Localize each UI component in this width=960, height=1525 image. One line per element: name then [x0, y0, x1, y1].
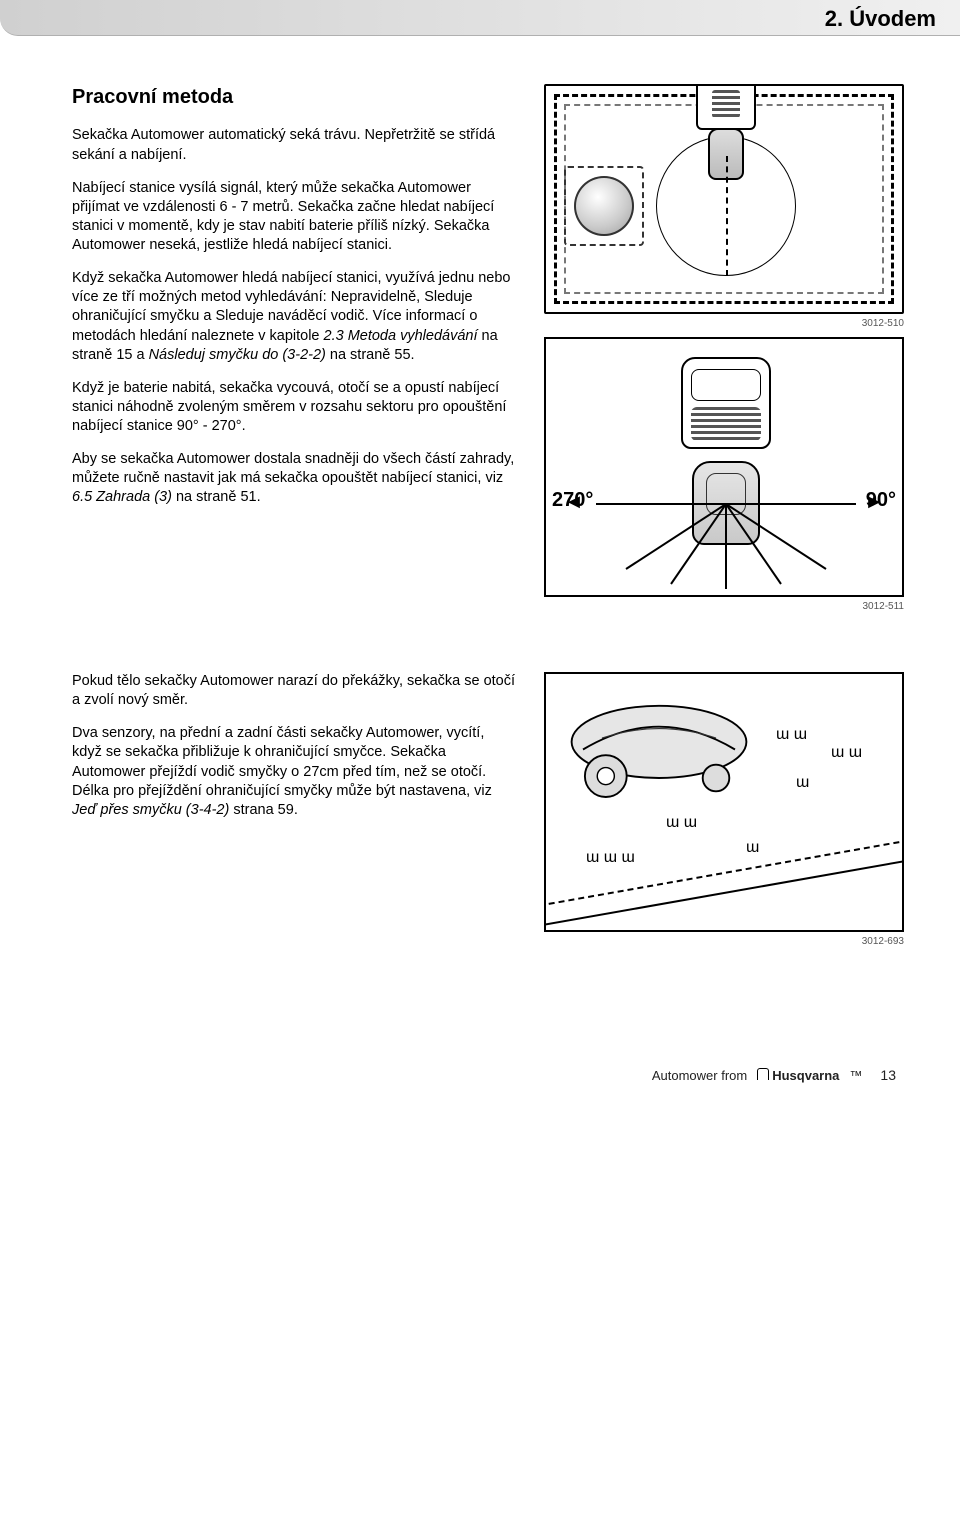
- figure-id: 3012-693: [544, 936, 904, 947]
- paragraph: Sekačka Automower automatický seká trávu…: [72, 126, 516, 164]
- paragraph: Dva senzory, na přední a zadní části sek…: [72, 724, 516, 820]
- paragraph: Když je baterie nabitá, sekačka vycouvá,…: [72, 379, 516, 436]
- page-number: 13: [880, 1067, 896, 1083]
- paragraph: Aby se sekačka Automower dostala snadněj…: [72, 450, 516, 507]
- text-column: Pracovní metoda Sekačka Automower automa…: [72, 84, 516, 612]
- exit-rays: [586, 454, 866, 594]
- trademark: ™: [849, 1068, 862, 1083]
- figure-boundary-crossing: ɯ ɯ ɯ ɯ ɯ ɯ ɯ ɯ ɯ ɯ ɯ 3012-693: [544, 672, 904, 947]
- paragraph: Pokud tělo sekačky Automower narazí do p…: [72, 672, 516, 710]
- figure-exit-angles: ◄ ► 270° 90° 3012-511: [544, 337, 904, 612]
- figure-column: ɯ ɯ ɯ ɯ ɯ ɯ ɯ ɯ ɯ ɯ ɯ 3012-693: [544, 672, 904, 947]
- angle-label-left: 270°: [552, 489, 593, 512]
- page-content: Pracovní metoda Sekačka Automower automa…: [0, 36, 960, 1107]
- figure-id: 3012-511: [544, 601, 904, 612]
- chapter-title: 2. Úvodem: [825, 6, 936, 32]
- chapter-header-band: 2. Úvodem: [0, 0, 960, 36]
- paragraph: Nabíjecí stanice vysílá signál, který mů…: [72, 179, 516, 256]
- footer-text: Automower from: [652, 1068, 747, 1083]
- text-column: Pokud tělo sekačky Automower narazí do p…: [72, 672, 516, 947]
- figure-id: 3012-510: [544, 318, 904, 329]
- page-footer: Automower from Husqvarna ™ 13: [72, 1067, 904, 1083]
- figure-garden-plan: 3012-510: [544, 84, 904, 329]
- mower-side-icon: [564, 692, 754, 807]
- figure-column: 3012-510: [544, 84, 904, 612]
- section-heading: Pracovní metoda: [72, 84, 516, 110]
- crown-icon: [757, 1068, 769, 1080]
- angle-label-right: 90°: [866, 489, 896, 512]
- paragraph: Když sekačka Automower hledá nabíjecí st…: [72, 269, 516, 365]
- brand-logo: Husqvarna: [757, 1068, 839, 1083]
